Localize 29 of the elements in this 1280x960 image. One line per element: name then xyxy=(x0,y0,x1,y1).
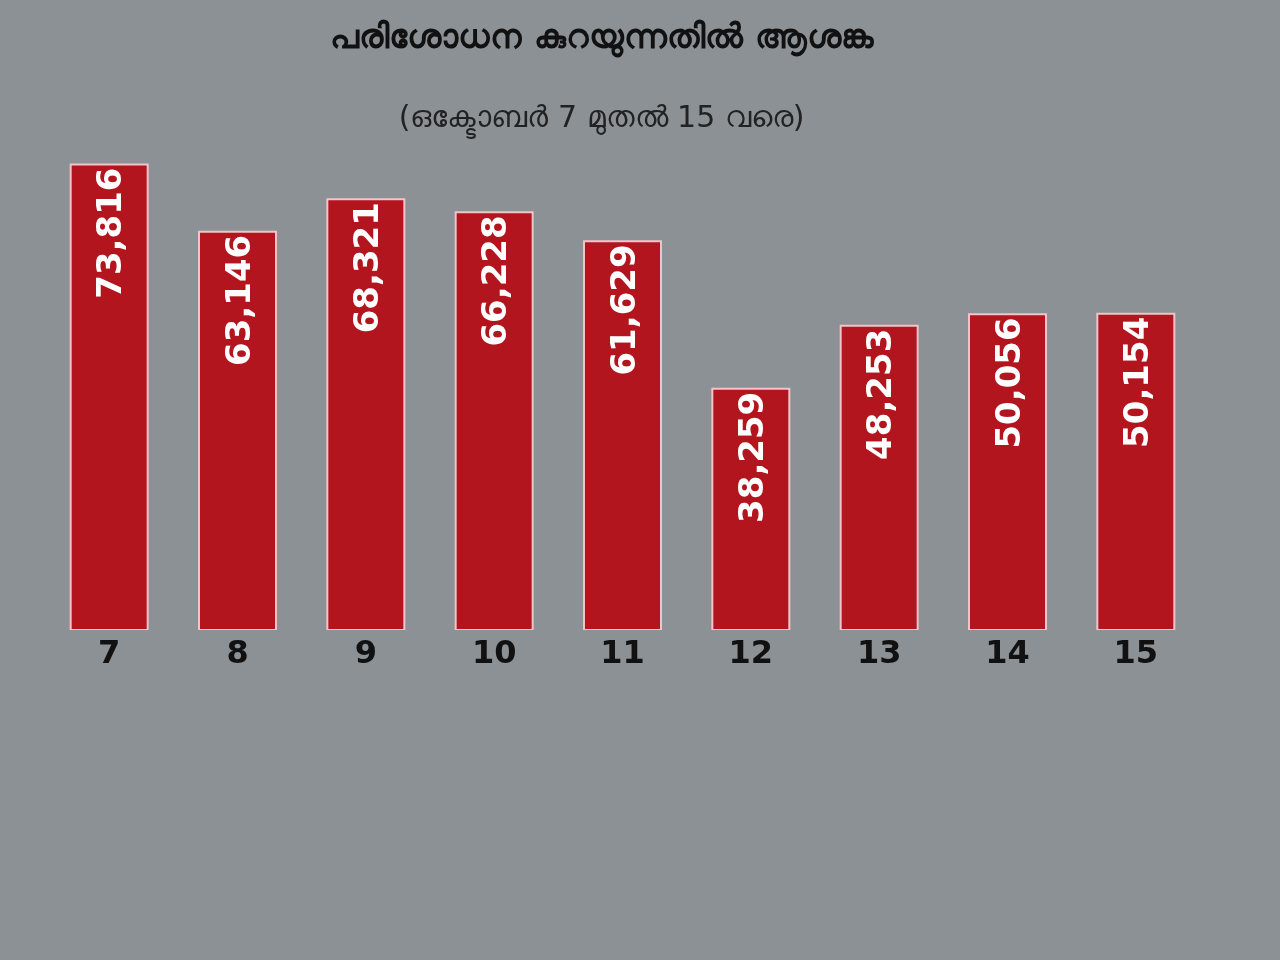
data-label: 38,259 xyxy=(730,391,771,523)
bar xyxy=(839,324,919,630)
x-tick-label: 13 xyxy=(856,633,902,671)
bar xyxy=(968,313,1047,630)
data-label: 68,321 xyxy=(345,202,386,334)
data-label: 61,629 xyxy=(602,244,643,376)
x-tick-label: 15 xyxy=(1113,633,1159,671)
bar xyxy=(454,211,534,630)
bar xyxy=(583,240,662,630)
data-label: 63,146 xyxy=(217,234,258,366)
bar xyxy=(198,230,277,630)
data-label: 50,154 xyxy=(1115,316,1156,448)
x-tick-label: 14 xyxy=(985,633,1030,671)
x-tick-label: 10 xyxy=(471,633,517,671)
bar xyxy=(326,198,406,630)
x-tick-label: 9 xyxy=(354,633,377,671)
bar xyxy=(711,387,791,630)
x-tick-label: 11 xyxy=(600,633,645,671)
chart-subtitle: (ഒക്ടോബർ 7 മുതൽ 15 വരെ) xyxy=(398,98,805,139)
x-tick-label: 12 xyxy=(728,633,774,671)
data-label: 48,253 xyxy=(859,328,900,460)
data-label: 73,816 xyxy=(89,167,130,299)
data-label: 50,056 xyxy=(987,317,1028,449)
bar xyxy=(1096,312,1176,630)
chart-title: പരിശോധന കുറയുന്നതിൽ ആശങ്ക xyxy=(330,15,875,58)
x-tick-label: 7 xyxy=(98,633,121,671)
data-label: 66,228 xyxy=(474,215,515,347)
bar xyxy=(69,163,149,630)
x-tick-label: 8 xyxy=(226,633,249,671)
